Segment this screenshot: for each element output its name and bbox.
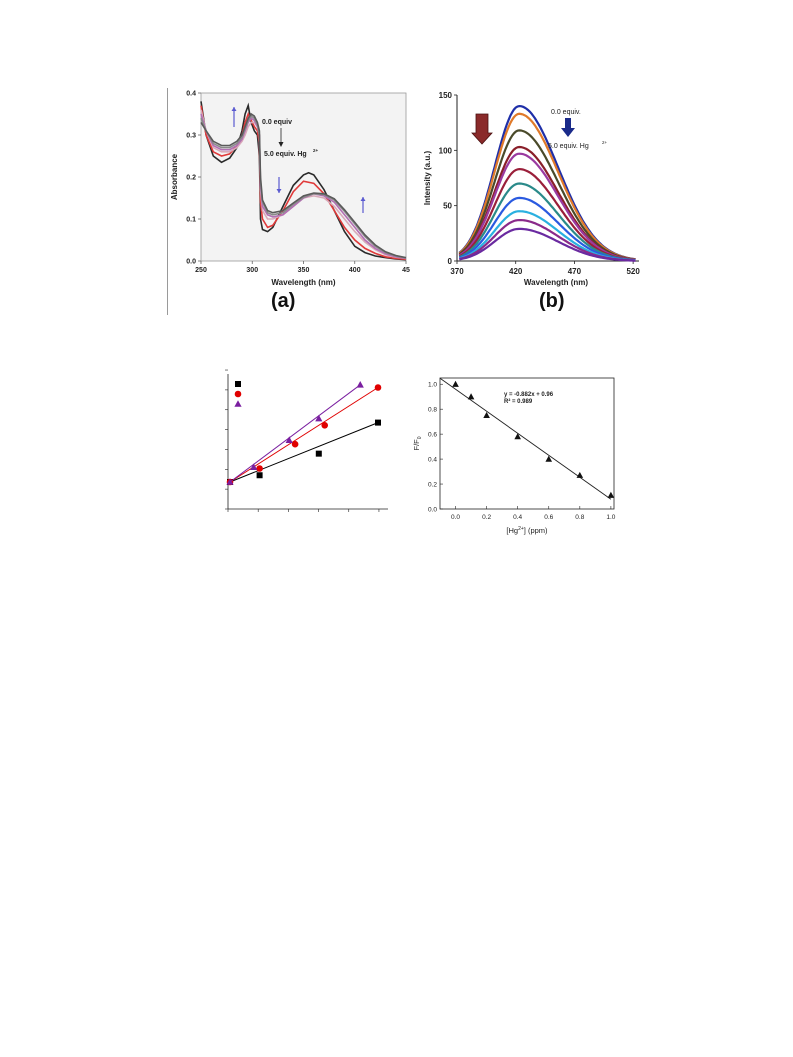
arrow-up-right-head [360,197,366,201]
plot-frame [439,377,615,510]
decrease-arrow-icon [471,113,493,145]
x-tick-label: 400 [349,267,361,274]
x-tick-label: 420 [509,267,523,276]
y-axis-label: F/F0 [412,436,423,450]
x-tick-label: 0.4 [513,514,522,521]
x-tick-label: 45 [402,267,410,274]
plot-area [200,92,407,262]
x-axis-label: [Hg2+] (ppm) [506,526,548,535]
data-point [374,384,382,391]
x-tick-label: 0.0 [451,514,460,521]
x-tick-label: 0.6 [544,514,553,521]
data-point [467,393,475,400]
chart-absorption: 250 300 350 400 45 0.0 0.1 0.2 0.3 0.4 Wavelength … [170,91,410,288]
y-tick-label: 0.4 [428,456,437,463]
annotation-arrow-icon [561,118,575,137]
data-point [607,491,615,498]
y-tick-label: 0.0 [186,259,196,266]
y-tick-label: 100 [439,146,453,155]
data-point [483,411,490,419]
y-tick-label: 0.4 [186,91,196,98]
absorbance-series-4 [200,113,407,260]
y-tick-label: 0.8 [428,406,437,413]
x-tick-label: 350 [298,267,310,274]
y-axis-label: Intensity (a.u.) [423,151,432,206]
y-tick-label: 150 [439,91,453,100]
x-tick-label: 520 [626,267,640,276]
x-tick-label: 470 [568,267,582,276]
data-point [256,472,263,479]
x-tick-label: 1.0 [606,514,615,521]
emission-series-2 [458,112,636,261]
annotation-end-sup: 2+ [313,148,319,153]
y-tick-label: 0 [448,257,453,266]
emission-series-3 [458,129,636,261]
emission-series-5 [458,152,636,261]
arrow-up-left-head [231,107,237,111]
annotation-arrow-head [278,142,284,147]
annotation-start: 0.0 equiv. [551,109,581,116]
chart-calibration: 0.0 0.2 0.4 0.6 0.8 1.0 0.0 0.2 0.4 0.6 0.8 1.0 [Hg2… [412,377,616,535]
x-tick-label: 0.8 [575,514,584,521]
fit-equation: y = -0.882x + 0.96 [504,392,554,398]
data-point [545,455,553,462]
x-tick-label: 0.2 [482,514,491,521]
y-tick-label: 0.0 [428,506,437,513]
y-tick-label: 1.0 [428,382,437,389]
x-axis-label: Wavelength (nm) [271,278,335,287]
data-point [315,450,322,457]
x-tick-label: 370 [450,267,464,276]
data-point [514,433,521,440]
data-point [315,414,323,422]
chart-fluorescence: 370 420 470 520 0 50 100 150 Wavelength (nm) Inte… [423,91,640,287]
annotation-end: 5.0 equiv. Hg [264,151,307,158]
data-point [291,440,299,448]
series-fit-line-3 [229,384,361,483]
data-point [226,478,234,485]
series-fit-line-1 [229,422,379,483]
data-point [256,465,263,472]
emission-series-7 [458,182,636,262]
legend-marker-1 [235,381,241,387]
figure-divider [167,88,168,315]
fit-r2: R² = 0.989 [504,398,533,405]
data-point [285,436,293,443]
y-tick-label: 50 [443,202,452,211]
absorbance-series-6 [200,112,407,259]
data-point [321,422,329,429]
panel-label-b: (b) [539,290,565,312]
data-point [375,419,381,426]
annotation-end-sup: 2+ [602,140,608,145]
y-axis-label: Absorbance [170,153,179,200]
arrow-down-middle-head [276,189,282,193]
data-point [250,463,258,470]
emission-series-11 [459,227,636,262]
annotation-start: 0.0 equiv [262,119,292,126]
x-tick-label: 300 [246,267,258,274]
legend-marker-3 [234,400,242,407]
chart-stern-volmer [225,369,388,512]
data-point [356,381,364,388]
y-tick-label: 0.1 [186,217,196,224]
y-tick-label: 0.3 [186,133,196,140]
y-tick-label: 0.2 [428,481,437,488]
annotation-end: 5.0 equiv. Hg [548,143,589,150]
x-tick-label: 250 [195,267,207,274]
absorbance-series-5 [200,114,407,259]
data-point [576,471,584,478]
data-point [452,380,459,387]
x-axis-label: Wavelength (nm) [524,278,588,287]
y-tick-label: 0.6 [428,431,437,438]
absorbance-series-3 [200,109,407,260]
y-tick-label: 0.2 [186,175,196,182]
legend-marker-2 [234,390,242,398]
panel-label-a: (a) [271,290,296,312]
